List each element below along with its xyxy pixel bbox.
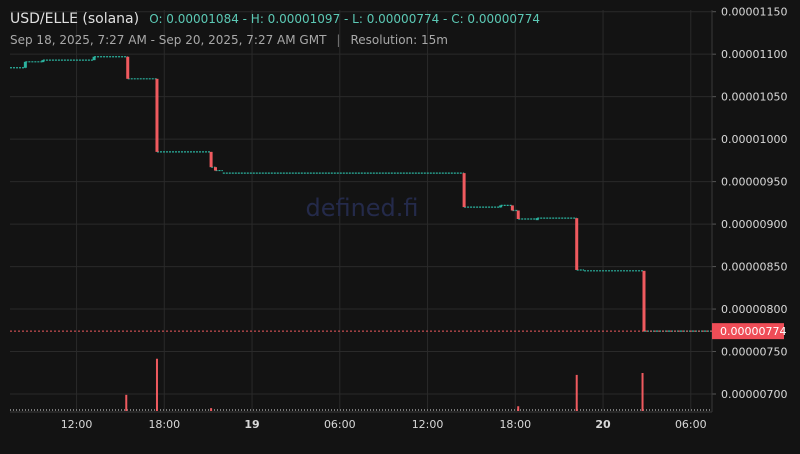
symbol-label: USD/ELLE (solana) xyxy=(10,11,140,27)
price-candle-down xyxy=(462,173,466,208)
x-tick-label: 06:00 xyxy=(675,418,707,431)
x-tick-label: 18:00 xyxy=(148,418,180,431)
date-range-label: Sep 18, 2025, 7:27 AM - Sep 20, 2025, 7:… xyxy=(10,33,327,47)
resolution-label: Resolution: 15m xyxy=(350,33,448,47)
volume-bar xyxy=(125,394,128,411)
last-price-label: 0.00000774 xyxy=(720,325,786,338)
y-tick-label: 0.00000850 xyxy=(721,261,787,274)
volume-bar xyxy=(210,408,213,411)
price-candle-up xyxy=(499,205,503,208)
price-candle-up xyxy=(92,56,96,61)
x-tick-label: 06:00 xyxy=(324,418,356,431)
y-tick-label: 0.00001100 xyxy=(721,48,787,61)
y-tick-label: 0.00001150 xyxy=(721,6,787,19)
y-tick-label: 0.00001000 xyxy=(721,133,787,146)
watermark: defined.fi xyxy=(305,194,418,222)
price-candle-down xyxy=(126,56,130,79)
chart-header: USD/ELLE (solana) O: 0.00001084 - H: 0.0… xyxy=(10,11,540,27)
y-tick-label: 0.00000950 xyxy=(721,176,787,189)
x-tick-label: 12:00 xyxy=(61,418,93,431)
price-candle-down xyxy=(209,151,213,168)
last-price-tag xyxy=(712,323,784,340)
x-tick-label: 12:00 xyxy=(412,418,444,431)
x-tick-label: 18:00 xyxy=(499,418,531,431)
y-tick-label: 0.00000700 xyxy=(721,388,787,401)
price-candle-down xyxy=(575,218,579,270)
separator: | xyxy=(336,33,341,47)
ohlc-readout: O: 0.00001084 - H: 0.00001097 - L: 0.000… xyxy=(149,12,540,26)
y-tick-label: 0.00000900 xyxy=(721,218,787,231)
chart-subheader: Sep 18, 2025, 7:27 AM - Sep 20, 2025, 7:… xyxy=(10,33,448,47)
price-candle-down xyxy=(155,78,159,152)
price-candle-up xyxy=(23,61,27,68)
volume-bar xyxy=(575,374,578,411)
y-tick-label: 0.00000800 xyxy=(721,303,787,316)
y-tick-label: 0.00000750 xyxy=(721,346,787,359)
volume-bar xyxy=(641,373,644,411)
price-candle-up xyxy=(41,60,45,63)
price-candle-down xyxy=(213,167,217,171)
price-candle-up xyxy=(535,218,539,221)
price-candle-down xyxy=(642,270,646,332)
volume-bar xyxy=(517,406,520,411)
price-candle-down xyxy=(516,210,520,219)
y-tick-label: 0.00001050 xyxy=(721,91,787,104)
price-candle-down xyxy=(510,205,514,211)
volume-bar xyxy=(155,358,158,411)
x-tick-label: 19 xyxy=(244,418,259,431)
x-tick-label: 20 xyxy=(595,418,611,431)
